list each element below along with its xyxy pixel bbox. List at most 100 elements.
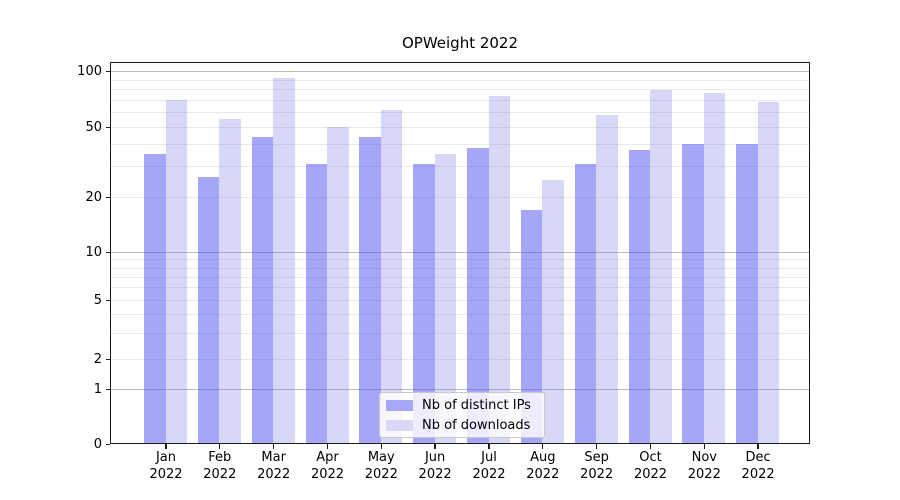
y-tick-mark-5 xyxy=(106,299,110,302)
gridline-minor-70 xyxy=(111,99,809,101)
x-tick-year-apr: 2022 xyxy=(310,466,345,482)
x-tick-month-sep: Sep xyxy=(584,450,609,465)
x-tick-month-mar: Mar xyxy=(261,450,286,465)
y-tick-label-100: 100 xyxy=(77,63,102,79)
x-tick-mark-feb xyxy=(219,444,221,449)
y-tick-mark-0 xyxy=(106,443,110,446)
bar-apr-downloads xyxy=(327,127,349,443)
x-tick-mark-may xyxy=(380,444,382,449)
bar-feb-distinct-ips xyxy=(197,177,220,443)
x-tick-year-jun: 2022 xyxy=(418,466,452,482)
legend: Nb of distinct IPs Nb of downloads xyxy=(379,392,545,438)
bar-aug-downloads xyxy=(542,180,564,443)
bar-mar-downloads xyxy=(273,77,295,443)
x-tick-mark-aug xyxy=(542,444,544,449)
x-tick-label-sep: Sep 2022 xyxy=(565,450,629,483)
bar-mar-distinct-ips xyxy=(251,136,274,443)
gridline-minor-60 xyxy=(111,112,809,114)
gridline-minor-8 xyxy=(111,267,809,269)
x-tick-month-aug: Aug xyxy=(530,450,556,465)
gridline-minor-7 xyxy=(111,276,809,278)
bar-jan-distinct-ips xyxy=(144,154,166,443)
y-tick-mark-100 xyxy=(106,70,110,73)
x-tick-label-apr: Apr 2022 xyxy=(296,450,360,483)
bar-dec-downloads xyxy=(757,102,780,443)
legend-swatch-downloads xyxy=(386,419,413,431)
y-tick-mark-10 xyxy=(106,251,110,254)
bar-may-distinct-ips xyxy=(359,136,381,443)
x-tick-label-may: May 2022 xyxy=(349,450,413,483)
bar-feb-downloads xyxy=(219,119,241,443)
x-tick-label-aug: Aug 2022 xyxy=(511,450,575,483)
x-tick-year-dec: 2022 xyxy=(741,466,775,482)
gridline-minor-4 xyxy=(111,314,809,316)
y-tick-label-50: 50 xyxy=(85,119,102,135)
bar-aug-distinct-ips xyxy=(520,209,543,443)
y-tick-label-5: 5 xyxy=(93,292,102,308)
x-tick-month-dec: Dec xyxy=(745,450,771,465)
x-tick-mark-oct xyxy=(649,444,652,449)
plot-area: Nb of distinct IPs Nb of downloads xyxy=(110,62,810,444)
legend-item-distinct-ips: Nb of distinct IPs xyxy=(386,398,538,413)
gridline-minor-80 xyxy=(111,89,809,90)
x-tick-label-jan: Jan 2022 xyxy=(134,450,198,483)
bar-jul-downloads xyxy=(488,96,511,443)
legend-label-downloads: Nb of downloads xyxy=(422,417,531,433)
x-tick-month-jun: Jun xyxy=(424,450,446,465)
gridline-minor-50 xyxy=(111,127,809,128)
x-tick-label-nov: Nov 2022 xyxy=(672,450,736,483)
x-tick-month-nov: Nov xyxy=(691,450,717,465)
bar-nov-downloads xyxy=(703,93,726,443)
x-tick-year-mar: 2022 xyxy=(257,466,291,482)
legend-label-distinct-ips: Nb of distinct IPs xyxy=(422,397,531,413)
gridline-minor-3 xyxy=(111,332,809,334)
bar-sep-downloads xyxy=(596,115,618,443)
bar-jun-distinct-ips xyxy=(413,163,435,443)
x-tick-mark-jun xyxy=(434,444,436,449)
x-tick-label-feb: Feb 2022 xyxy=(188,450,252,483)
x-tick-label-oct: Oct 2022 xyxy=(619,450,683,483)
gridline-minor-9 xyxy=(111,259,809,261)
y-tick-mark-50 xyxy=(106,126,110,129)
x-tick-month-jan: Jan xyxy=(155,450,177,465)
legend-swatch-distinct-ips xyxy=(386,399,413,411)
x-tick-label-jun: Jun 2022 xyxy=(403,450,467,483)
x-tick-mark-dec xyxy=(757,444,759,449)
x-tick-mark-nov xyxy=(703,444,705,449)
bar-jun-downloads xyxy=(434,154,457,443)
y-tick-mark-1 xyxy=(106,388,110,391)
x-tick-label-dec: Dec 2022 xyxy=(726,450,790,483)
x-tick-year-jan: 2022 xyxy=(149,466,183,482)
y-tick-mark-2 xyxy=(106,358,110,361)
x-tick-year-aug: 2022 xyxy=(526,466,560,482)
bar-jan-downloads xyxy=(165,99,188,443)
bar-apr-distinct-ips xyxy=(305,163,328,443)
bar-jul-distinct-ips xyxy=(467,148,489,443)
y-tick-label-0: 0 xyxy=(93,436,102,452)
x-tick-label-mar: Mar 2022 xyxy=(242,450,306,483)
legend-item-downloads: Nb of downloads xyxy=(386,418,538,433)
gridline-minor-90 xyxy=(111,79,809,81)
gridline-major-10 xyxy=(111,252,809,253)
x-tick-month-feb: Feb xyxy=(208,450,232,465)
x-tick-mark-jan xyxy=(165,444,167,449)
x-tick-mark-sep xyxy=(595,444,598,449)
bar-sep-distinct-ips xyxy=(574,163,597,443)
gridline-major-1 xyxy=(111,389,809,390)
bar-dec-distinct-ips xyxy=(736,144,758,443)
x-tick-year-feb: 2022 xyxy=(203,466,237,482)
bar-oct-distinct-ips xyxy=(628,150,651,443)
x-tick-year-jul: 2022 xyxy=(472,466,506,482)
gridline-major-100 xyxy=(111,71,809,72)
y-tick-label-10: 10 xyxy=(85,244,102,260)
x-tick-month-jul: Jul xyxy=(481,450,497,465)
x-tick-mark-apr xyxy=(326,444,329,449)
x-tick-year-oct: 2022 xyxy=(633,466,668,482)
chart-title: OPWeight 2022 xyxy=(401,34,519,52)
x-tick-label-jul: Jul 2022 xyxy=(457,450,521,483)
x-tick-year-may: 2022 xyxy=(364,466,398,482)
bar-may-downloads xyxy=(380,109,403,443)
y-tick-label-2: 2 xyxy=(93,351,102,367)
gridline-minor-2 xyxy=(111,359,809,360)
gridline-minor-6 xyxy=(111,287,809,289)
